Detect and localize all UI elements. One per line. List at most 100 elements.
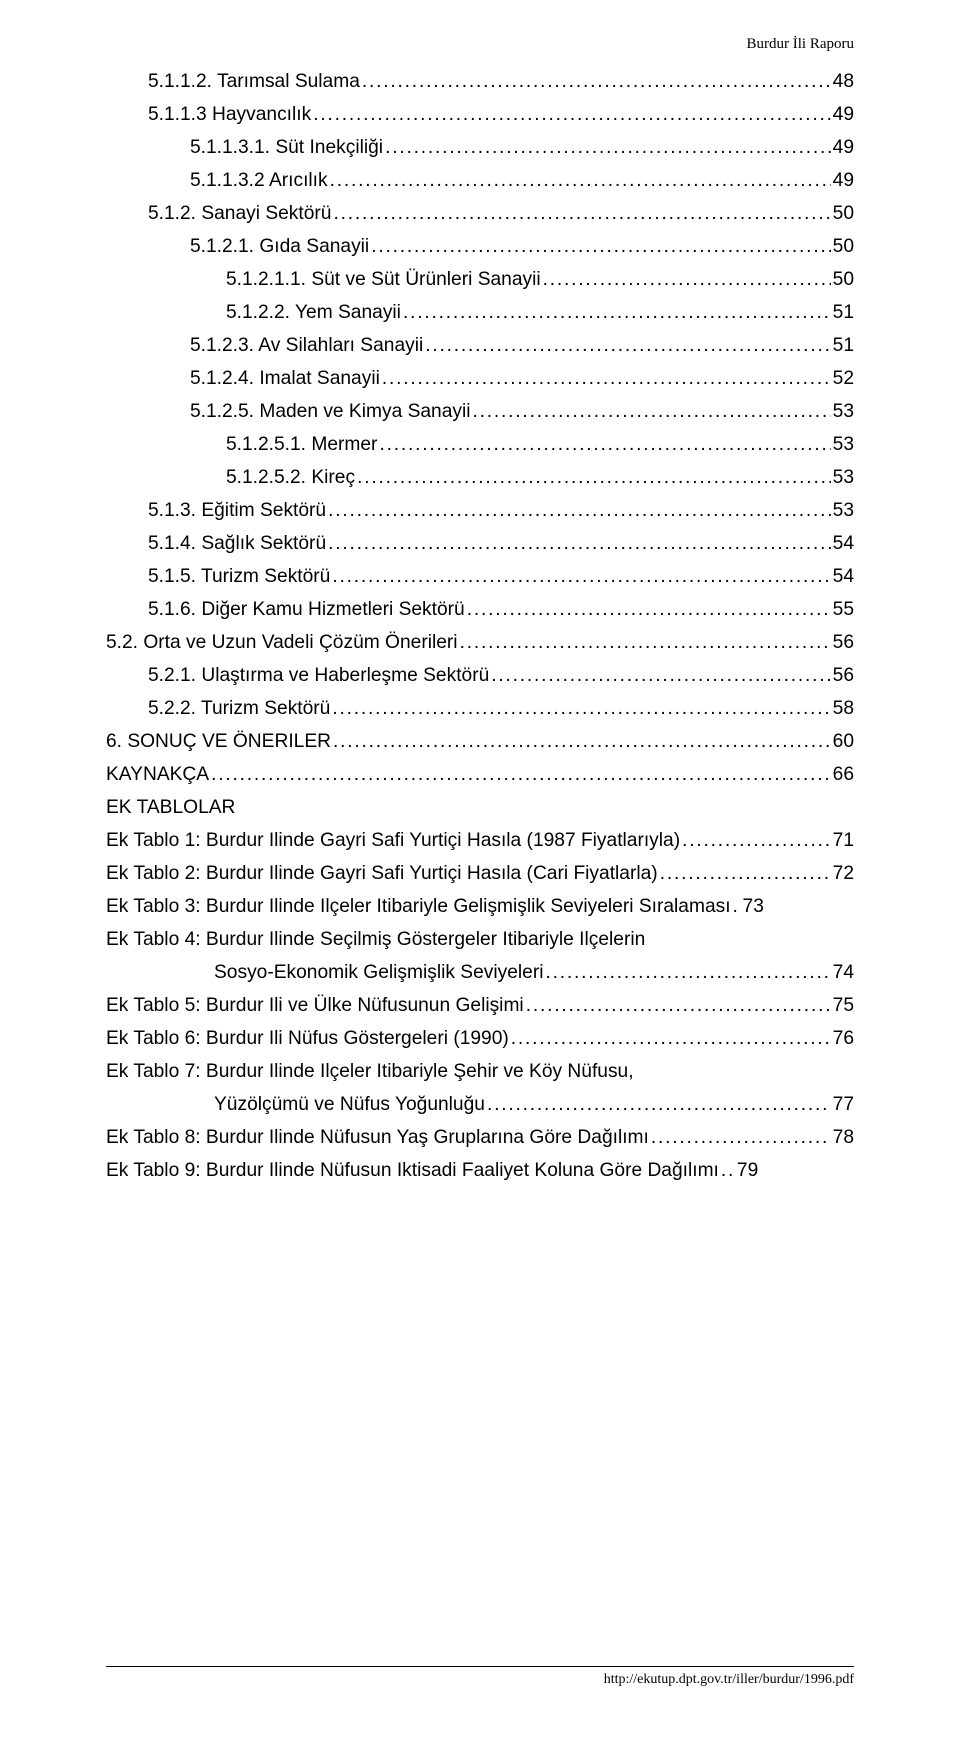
toc-leader <box>313 105 830 124</box>
toc-page-number: 56 <box>833 633 854 652</box>
toc-leader <box>660 864 831 883</box>
toc-leader <box>425 336 830 355</box>
toc-entry-text: Ek Tablo 9: Burdur Ilinde Nüfusun Iktisa… <box>106 1161 719 1180</box>
toc-entry-text: 5.1.2.5. Maden ve Kimya Sanayii <box>190 402 471 421</box>
toc-line: 5.1.3. Eğitim Sektörü 53 <box>106 501 854 520</box>
toc-line: 5.2.1. Ulaştırma ve Haberleşme Sektörü56 <box>106 666 854 685</box>
toc-entry-text: 5.1.6. Diğer Kamu Hizmetleri Sektörü <box>148 600 465 619</box>
toc-page-number: 55 <box>833 600 854 619</box>
toc-page-number: 53 <box>833 468 854 487</box>
toc-leader <box>733 897 741 916</box>
toc-entry-text: 5.1.2.1. Gıda Sanayii <box>190 237 369 256</box>
toc-leader <box>333 732 831 751</box>
toc-page-number: 72 <box>833 864 854 883</box>
toc-entry-text: 5.1.2.5.2. Kireç <box>226 468 355 487</box>
toc-leader <box>357 468 831 487</box>
toc-line: Ek Tablo 1: Burdur Ilinde Gayri Safi Yur… <box>106 831 854 850</box>
toc-entry-text: Ek Tablo 4: Burdur Ilinde Seçilmiş Göste… <box>106 930 645 949</box>
toc-entry-text: Ek Tablo 8: Burdur Ilinde Nüfusun Yaş Gr… <box>106 1128 649 1147</box>
running-header: Burdur İli Raporu <box>747 36 854 53</box>
toc-entry-text: KAYNAKÇA <box>106 765 209 784</box>
toc-leader <box>382 369 831 388</box>
toc-line: 5.1.2.1. Gıda Sanayii 50 <box>106 237 854 256</box>
toc-page-number: 74 <box>833 963 854 982</box>
toc-leader <box>543 270 831 289</box>
toc-entry-text: 5.1.2.2. Yem Sanayii <box>226 303 401 322</box>
toc-leader <box>545 963 830 982</box>
toc-page-number: 53 <box>833 501 854 520</box>
toc-leader <box>379 435 830 454</box>
toc-page-number: 50 <box>833 237 854 256</box>
toc-entry-text: Ek Tablo 2: Burdur Ilinde Gayri Safi Yur… <box>106 864 658 883</box>
toc-line: Ek Tablo 5: Burdur Ili ve Ülke Nüfusunun… <box>106 996 854 1015</box>
toc-entry-text: 6. SONUÇ VE ÖNERILER <box>106 732 331 751</box>
toc-page-number: 51 <box>833 336 854 355</box>
toc-page-number: 73 <box>743 897 764 916</box>
toc-entry-text: 5.1.2. Sanayi Sektörü <box>148 204 331 223</box>
toc-line: 5.1.4. Sağlık Sektörü 54 <box>106 534 854 553</box>
toc-line: 5.1.1.3.1. Süt Inekçiliği 49 <box>106 138 854 157</box>
toc-page-number: 60 <box>833 732 854 751</box>
toc-leader <box>332 699 830 718</box>
toc-leader <box>328 534 831 553</box>
toc-entry-text: Yüzölçümü ve Nüfus Yoğunluğu <box>214 1095 485 1114</box>
toc-leader <box>211 765 831 784</box>
toc-line: Yüzölçümü ve Nüfus Yoğunluğu 77 <box>106 1095 854 1114</box>
toc-page-number: 49 <box>833 138 854 157</box>
toc-entry-text: 5.1.1.3.2 Arıcılık <box>190 171 328 190</box>
toc-entry-text: 5.1.5. Turizm Sektörü <box>148 567 330 586</box>
page-footer: http://ekutup.dpt.gov.tr/iller/burdur/19… <box>106 1666 854 1696</box>
toc-line: 5.2.2. Turizm Sektörü58 <box>106 699 854 718</box>
toc-entry-text: 5.1.4. Sağlık Sektörü <box>148 534 326 553</box>
toc-line: 5.1.2.2. Yem Sanayii51 <box>106 303 854 322</box>
toc-leader <box>460 633 831 652</box>
toc-page-number: 75 <box>833 996 854 1015</box>
toc-page-number: 54 <box>833 534 854 553</box>
toc-line: Ek Tablo 4: Burdur Ilinde Seçilmiş Göste… <box>106 930 854 949</box>
toc-entry-text: 5.2.1. Ulaştırma ve Haberleşme Sektörü <box>148 666 489 685</box>
toc-line: Sosyo-Ekonomik Gelişmişlik Seviyeleri 74 <box>106 963 854 982</box>
toc-line: 5.1.2. Sanayi Sektörü50 <box>106 204 854 223</box>
toc-leader <box>526 996 831 1015</box>
toc-page-number: 77 <box>833 1095 854 1114</box>
toc-entry-text: 5.1.3. Eğitim Sektörü <box>148 501 326 520</box>
toc-entry-text: Ek Tablo 7: Burdur Ilinde Ilçeler Itibar… <box>106 1062 634 1081</box>
toc-entry-text: 5.2. Orta ve Uzun Vadeli Çözüm Önerileri <box>106 633 458 652</box>
document-page: Burdur İli Raporu 5.1.1.2. Tarımsal Sula… <box>0 0 960 1742</box>
toc-line: 5.1.5. Turizm Sektörü 54 <box>106 567 854 586</box>
toc-line: 5.2. Orta ve Uzun Vadeli Çözüm Önerileri… <box>106 633 854 652</box>
toc-entry-text: 5.1.2.4. Imalat Sanayii <box>190 369 380 388</box>
toc-line: Ek Tablo 2: Burdur Ilinde Gayri Safi Yur… <box>106 864 854 883</box>
toc-page-number: 50 <box>833 270 854 289</box>
toc-leader <box>362 72 831 91</box>
toc-entry-text: Ek Tablo 3: Burdur Ilinde Ilçeler Itibar… <box>106 897 731 916</box>
toc-leader <box>333 204 830 223</box>
toc-entry-text: Ek Tablo 1: Burdur Ilinde Gayri Safi Yur… <box>106 831 680 850</box>
toc-entry-text: 5.1.1.3 Hayvancılık <box>148 105 311 124</box>
toc-entry-text: Ek Tablo 5: Burdur Ili ve Ülke Nüfusunun… <box>106 996 524 1015</box>
toc-page-number: 52 <box>833 369 854 388</box>
toc-leader <box>473 402 831 421</box>
toc-leader <box>385 138 831 157</box>
toc-page-number: 76 <box>833 1029 854 1048</box>
toc-page-number: 49 <box>833 171 854 190</box>
toc-line: 5.1.1.3.2 Arıcılık 49 <box>106 171 854 190</box>
toc-page-number: 53 <box>833 402 854 421</box>
toc-leader <box>511 1029 831 1048</box>
toc-entry-text: Ek Tablo 6: Burdur Ili Nüfus Göstergeler… <box>106 1029 509 1048</box>
toc-entry-text: 5.1.2.1.1. Süt ve Süt Ürünleri Sanayii <box>226 270 541 289</box>
toc-entry-text: 5.1.2.5.1. Mermer <box>226 435 377 454</box>
toc-entry-text: Sosyo-Ekonomik Gelişmişlik Seviyeleri <box>214 963 543 982</box>
toc-leader <box>403 303 831 322</box>
toc-line: 5.1.1.2. Tarımsal Sulama48 <box>106 72 854 91</box>
footer-rule <box>106 1666 854 1667</box>
toc-page-number: 54 <box>833 567 854 586</box>
toc-entry-text: EK TABLOLAR <box>106 798 235 817</box>
toc-entry-text: 5.1.1.3.1. Süt Inekçiliği <box>190 138 383 157</box>
toc-line: 6. SONUÇ VE ÖNERILER 60 <box>106 732 854 751</box>
toc-leader <box>330 171 831 190</box>
toc-line: 5.1.1.3 Hayvancılık49 <box>106 105 854 124</box>
toc-line: Ek Tablo 6: Burdur Ili Nüfus Göstergeler… <box>106 1029 854 1048</box>
toc-line: 5.1.6. Diğer Kamu Hizmetleri Sektörü 55 <box>106 600 854 619</box>
toc-entry-text: 5.1.1.2. Tarımsal Sulama <box>148 72 360 91</box>
